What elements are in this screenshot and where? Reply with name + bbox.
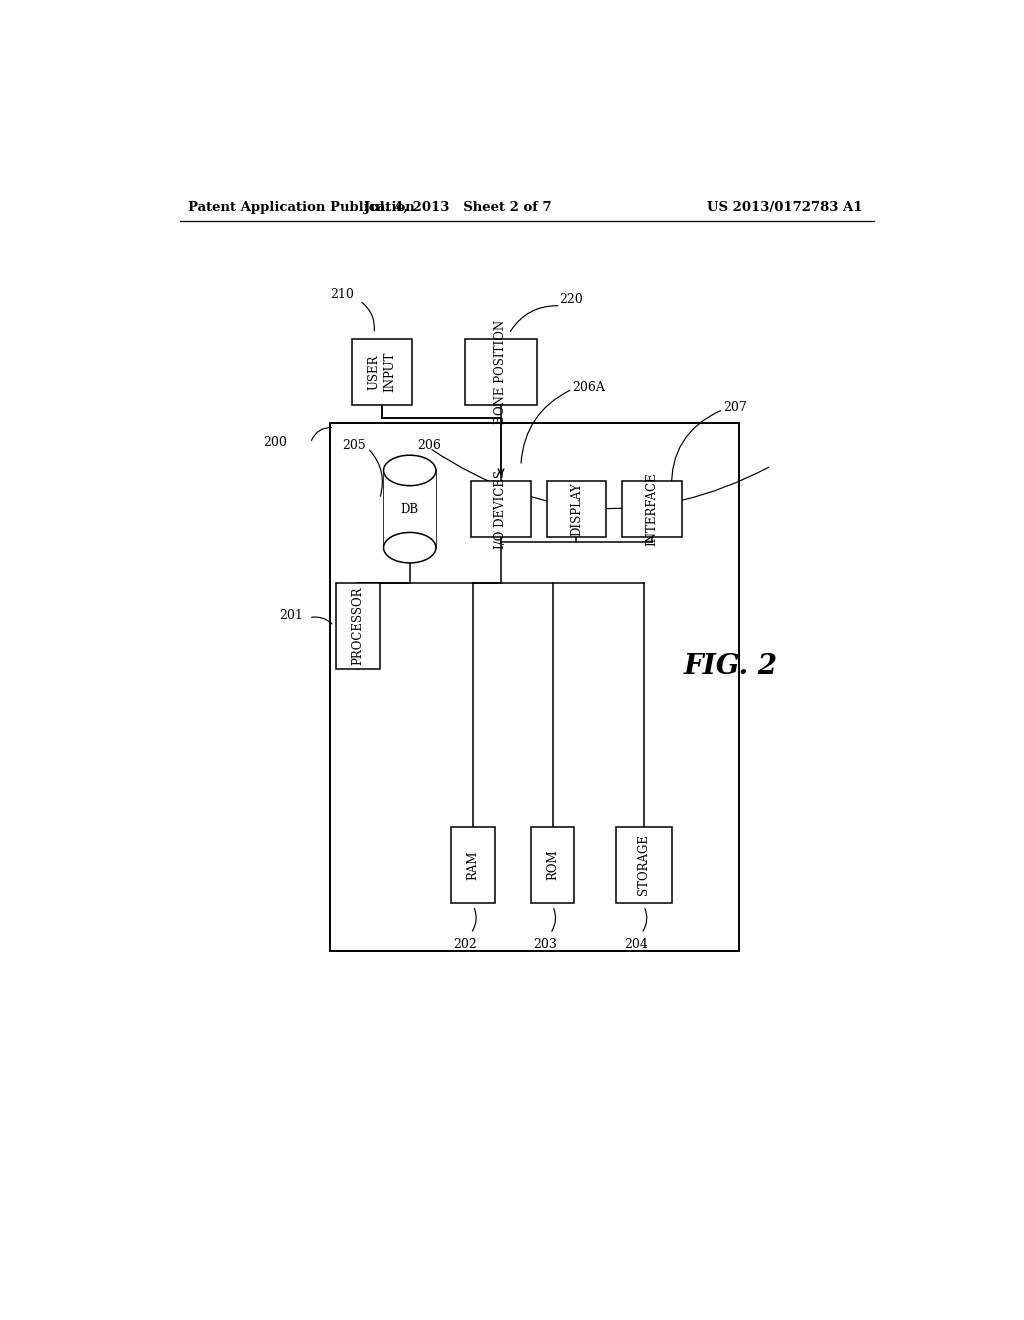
Text: USER
INPUT: USER INPUT bbox=[368, 351, 396, 392]
Text: DISPLAY: DISPLAY bbox=[570, 482, 583, 536]
Text: 204: 204 bbox=[624, 939, 648, 952]
Ellipse shape bbox=[384, 455, 436, 486]
Text: BONE POSITION: BONE POSITION bbox=[495, 319, 508, 424]
Text: INTERFACE: INTERFACE bbox=[645, 473, 658, 546]
Bar bbox=[452, 826, 495, 903]
Bar bbox=[471, 480, 530, 537]
Bar bbox=[616, 826, 672, 903]
Text: STORAGE: STORAGE bbox=[637, 834, 650, 895]
Bar bbox=[547, 480, 606, 537]
Text: DB: DB bbox=[400, 503, 419, 516]
Text: 206: 206 bbox=[418, 438, 441, 451]
Text: PROCESSOR: PROCESSOR bbox=[351, 586, 365, 665]
Text: FIG. 2: FIG. 2 bbox=[684, 653, 778, 680]
Text: 201: 201 bbox=[279, 610, 303, 622]
Text: I/O DEVICES: I/O DEVICES bbox=[495, 470, 508, 549]
Text: 200: 200 bbox=[263, 437, 287, 450]
Bar bbox=[331, 422, 739, 952]
Text: 205: 205 bbox=[342, 438, 367, 451]
Text: Jul. 4, 2013   Sheet 2 of 7: Jul. 4, 2013 Sheet 2 of 7 bbox=[364, 201, 551, 214]
Ellipse shape bbox=[384, 532, 436, 562]
Text: US 2013/0172783 A1: US 2013/0172783 A1 bbox=[707, 201, 862, 214]
Bar bbox=[530, 826, 574, 903]
Text: 207: 207 bbox=[723, 401, 746, 414]
Bar bbox=[465, 339, 537, 405]
Text: Patent Application Publication: Patent Application Publication bbox=[187, 201, 415, 214]
Text: RAM: RAM bbox=[467, 850, 479, 879]
Bar bbox=[352, 339, 412, 405]
Text: 210: 210 bbox=[331, 288, 354, 301]
Text: 206A: 206A bbox=[572, 380, 605, 393]
Text: 203: 203 bbox=[532, 939, 557, 952]
Bar bbox=[336, 582, 380, 669]
Bar bbox=[384, 470, 436, 548]
Text: 202: 202 bbox=[454, 939, 477, 952]
Bar bbox=[622, 480, 682, 537]
Text: 220: 220 bbox=[559, 293, 583, 306]
Text: ROM: ROM bbox=[546, 850, 559, 880]
